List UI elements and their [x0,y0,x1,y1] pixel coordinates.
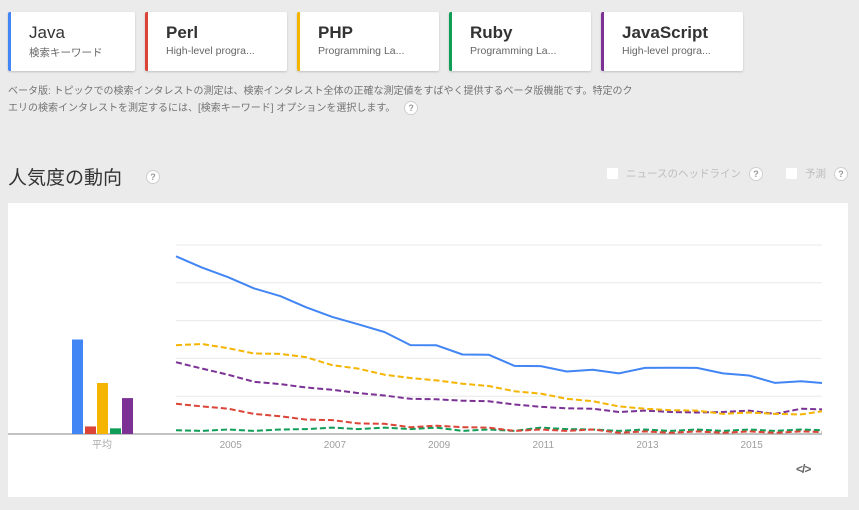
help-icon[interactable]: ? [834,166,848,181]
help-icon[interactable]: ? [748,166,763,181]
news-headlines-option[interactable]: ニュースのヘッドライン ? [607,166,763,181]
term-subtitle: Programming La... [470,45,557,57]
average-bar-perl [85,426,96,434]
news-headlines-checkbox[interactable] [607,168,618,179]
help-icon[interactable]: ? [146,170,160,184]
average-label: 平均 [92,439,112,451]
term-card-ruby[interactable]: Ruby Programming La... [449,12,591,71]
term-card-javascript[interactable]: JavaScript High-level progra... [601,12,743,71]
term-name: JavaScript [622,23,708,42]
x-axis-tick-label: 2005 [220,440,243,451]
embed-code-icon[interactable]: </> [796,462,811,476]
term-card-java[interactable]: Java 検索キーワード [8,12,135,71]
x-axis-tick-label: 2015 [741,440,764,451]
x-axis-tick-label: 2013 [636,440,659,451]
term-name: Java [29,23,65,42]
beta-notice-line2: エリの検索インタレストを測定するには、[検索キーワード] オプションを選択します… [8,103,396,114]
average-bar-php [97,382,108,434]
series-line-javascript [175,361,823,415]
term-name: Perl [166,23,199,42]
x-axis-tick-label: 2011 [533,440,555,451]
forecast-label: 予測 [805,168,826,180]
beta-notice: ベータ版: トピックでの検索インタレストの測定は、検索インタレスト全体の正確な測… [8,83,728,117]
series-line-php [175,343,823,416]
x-axis-tick-label: 2009 [428,440,451,451]
help-icon[interactable]: ? [404,101,419,116]
average-bar-javascript [122,398,133,434]
term-card-php[interactable]: PHP Programming La... [297,12,439,71]
term-subtitle: High-level progra... [622,45,711,57]
term-subtitle: High-level progra... [166,45,255,57]
chart-canvas: 平均 2005 2007 2009 2011 2013 2015 [8,244,823,451]
forecast-checkbox[interactable] [786,168,797,179]
term-card-perl[interactable]: Perl High-level progra... [145,12,287,71]
series-line-perl [175,402,823,434]
term-subtitle: Programming La... [318,45,405,57]
term-name: PHP [318,23,353,42]
news-headlines-label: ニュースのヘッドライン [626,168,741,180]
x-axis-tick-label: 2007 [324,440,347,451]
average-bar-ruby [110,428,121,434]
interest-over-time-chart: 平均 2005 2007 2009 2011 2013 2015 </> [8,203,848,497]
beta-notice-line1: ベータ版: トピックでの検索インタレストの測定は、検索インタレスト全体の正確な測… [8,86,633,97]
section-title: 人気度の動向 [8,168,123,189]
average-bar-java [72,339,83,434]
forecast-option[interactable]: 予測 ? [786,166,848,181]
term-subtitle: 検索キーワード [29,47,103,59]
series-line-java [175,255,823,384]
term-name: Ruby [470,23,513,42]
